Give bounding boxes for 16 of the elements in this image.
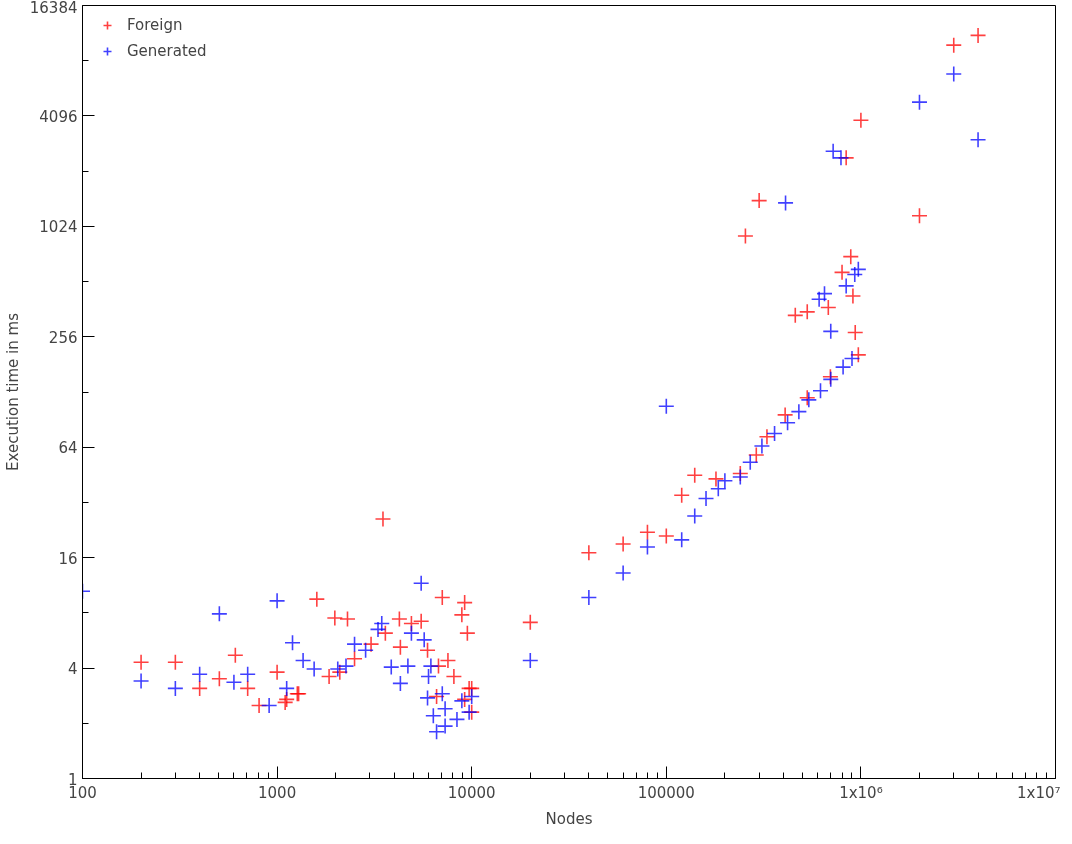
y-tick-label: 1024 <box>39 218 78 237</box>
y-tick-label: 4 <box>67 660 78 679</box>
legend-label: Generated <box>127 42 207 60</box>
x-tick-label: 100000 <box>637 783 695 802</box>
x-axis-title: Nodes <box>545 809 593 828</box>
y-axis-title: Execution time in ms <box>3 312 22 471</box>
x-tick-label: 1x10⁶ <box>839 783 883 802</box>
x-tick-label: 10000 <box>447 783 496 802</box>
x-tick-label: 1000 <box>258 783 297 802</box>
legend-label: Foreign <box>127 16 183 34</box>
x-tick-label: 1x10⁷ <box>1016 783 1061 802</box>
y-tick-label: 64 <box>58 439 78 458</box>
y-tick-label: 4096 <box>39 107 78 126</box>
y-tick-label: 256 <box>48 328 78 347</box>
y-tick-label: 16384 <box>29 0 78 17</box>
y-tick-label: 16 <box>58 549 78 568</box>
